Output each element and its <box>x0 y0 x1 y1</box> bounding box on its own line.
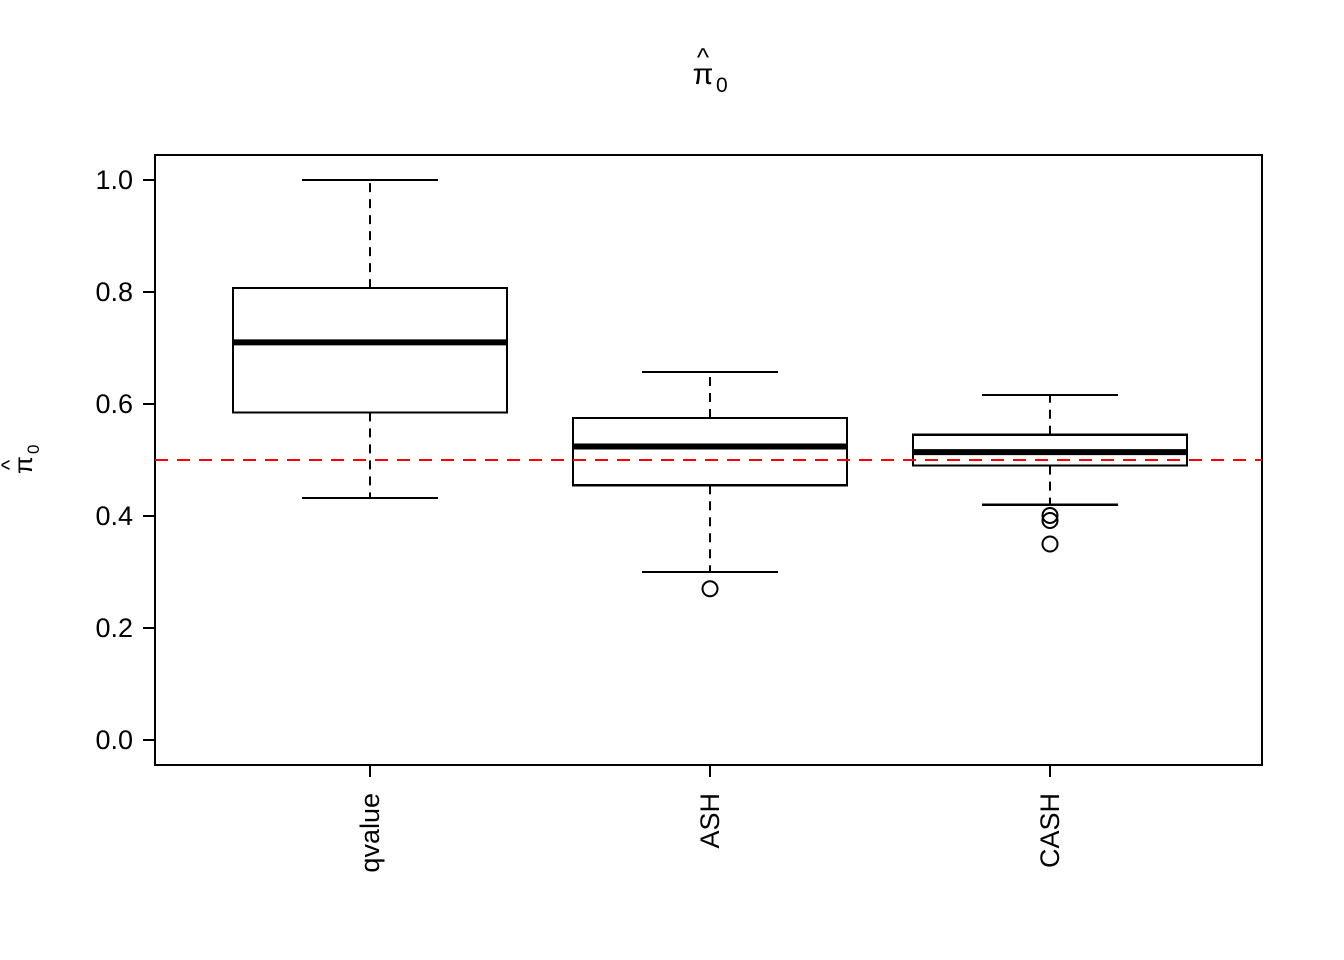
title-subscript: 0 <box>716 74 728 97</box>
outlier-point <box>1041 511 1059 529</box>
iqr-box <box>571 416 849 487</box>
y-tick-label: 0.0 <box>95 725 133 755</box>
boxplot-qvalue <box>231 178 509 500</box>
title-hat: ^ <box>697 42 710 72</box>
title-symbol: π <box>693 58 714 91</box>
x-tick-label: CASH <box>1035 793 1065 868</box>
y-label-symbol: π <box>8 456 38 474</box>
y-tick-label: 0.4 <box>95 501 133 531</box>
y-label-subscript: 0 <box>24 445 43 454</box>
outlier-point <box>701 580 719 598</box>
iqr-box <box>231 286 509 414</box>
x-tick-label: qvalue <box>355 793 385 873</box>
outlier-point <box>1041 535 1059 553</box>
y-tick-label: 1.0 <box>95 165 133 195</box>
y-tick-label: 0.8 <box>95 277 133 307</box>
x-tick-label: ASH <box>695 793 725 849</box>
chart-title: π^ 0 <box>693 42 728 97</box>
boxplot-CASH <box>911 393 1189 553</box>
y-tick-label: 0.2 <box>95 613 133 643</box>
outlier-point <box>1041 506 1059 524</box>
y-tick-label: 0.6 <box>95 389 133 419</box>
y-axis-label: π^0 <box>0 445 43 474</box>
y-label-hat: ^ <box>0 459 22 470</box>
boxplot-ASH <box>571 370 849 598</box>
